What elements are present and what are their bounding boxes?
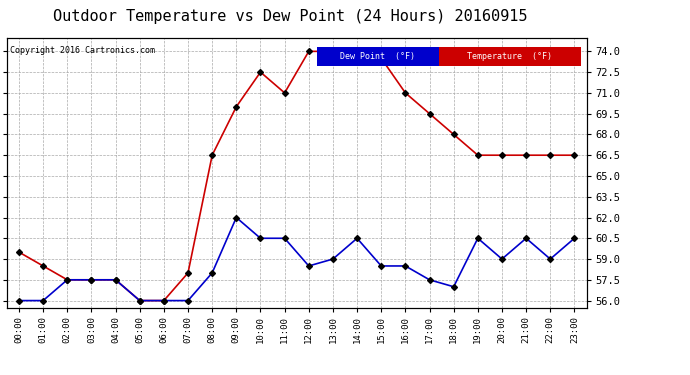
- Text: Dew Point  (°F): Dew Point (°F): [340, 52, 415, 61]
- FancyBboxPatch shape: [439, 47, 581, 66]
- Text: Outdoor Temperature vs Dew Point (24 Hours) 20160915: Outdoor Temperature vs Dew Point (24 Hou…: [52, 9, 527, 24]
- FancyBboxPatch shape: [317, 47, 439, 66]
- Text: Copyright 2016 Cartronics.com: Copyright 2016 Cartronics.com: [10, 46, 155, 55]
- Text: Temperature  (°F): Temperature (°F): [467, 52, 552, 61]
